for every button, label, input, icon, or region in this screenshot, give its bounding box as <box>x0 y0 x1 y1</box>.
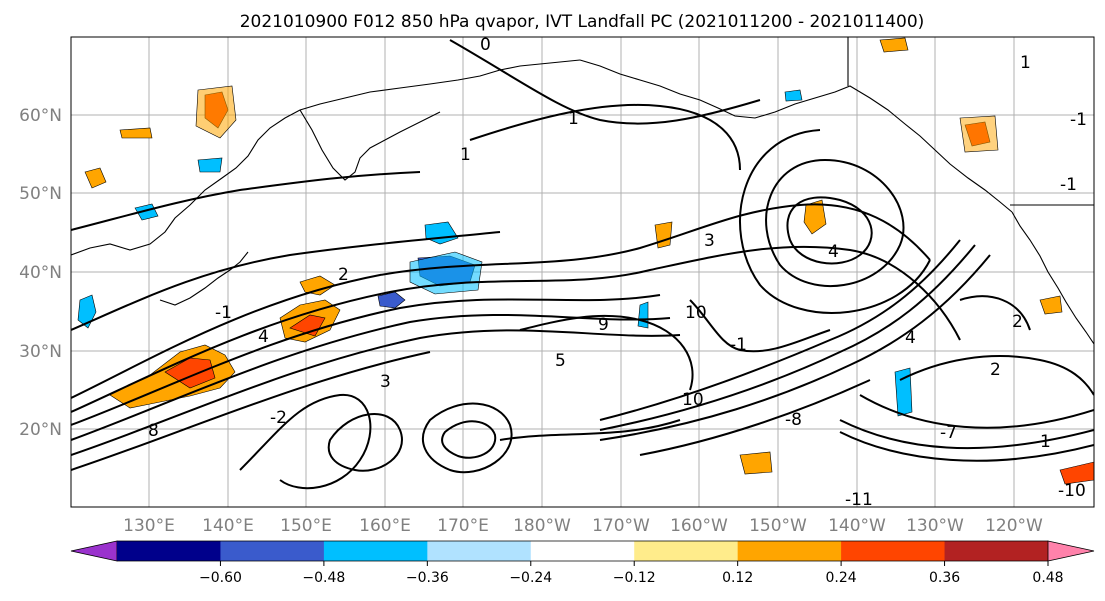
contour-label: -1 <box>730 335 747 355</box>
latitude-labels: 60°N 50°N 40°N 30°N 20°N <box>19 106 62 440</box>
contour-label: -1 <box>1060 175 1077 195</box>
contour-label: -11 <box>845 490 873 510</box>
lon-label: 160°W <box>670 516 728 536</box>
colorbar: −0.60 −0.48 −0.36 −0.24 −0.12 0.12 0.24 0.36 0.4… <box>70 540 1095 586</box>
lon-label: 130°W <box>906 516 964 536</box>
contour-label: 4 <box>258 327 269 347</box>
colorbar-extend-low <box>70 540 118 562</box>
lon-label: 150°W <box>749 516 807 536</box>
lat-label: 20°N <box>19 420 62 440</box>
colorbar-segment <box>117 541 221 561</box>
colorbar-tick-label: 0.24 <box>826 570 857 586</box>
contour-label: 9 <box>598 315 609 335</box>
contour-label: 8 <box>148 421 159 441</box>
lon-label: 180°W <box>513 516 571 536</box>
coastlines <box>71 37 1094 345</box>
colorbar-frame <box>117 540 1048 562</box>
map-panel: 0 1 1 1 -1 2 3 4 4 4 2 2 9 10 10 -1 -8 -… <box>70 35 1095 510</box>
map-frame <box>70 36 1095 508</box>
contour-label: 3 <box>380 372 391 392</box>
contour-label: -2 <box>270 408 287 428</box>
qvapor-anomaly-fill <box>77 37 1094 485</box>
lon-label: 120°W <box>985 516 1043 536</box>
figure-title: 2021010900 F012 850 hPa qvapor, IVT Land… <box>240 12 925 32</box>
contour-label: 1 <box>460 145 471 165</box>
colorbar-tick-label: 0.12 <box>722 570 753 586</box>
colorbar-segment <box>323 541 428 561</box>
contour-label: 4 <box>828 242 839 262</box>
colorbar-segment <box>427 541 532 561</box>
longitude-labels: 130°E 140°E 150°E 160°E 170°E 180°W 170°… <box>123 516 1043 536</box>
lon-label: 160°E <box>359 516 411 536</box>
coastline-asia <box>71 59 581 256</box>
contour-label: 3 <box>704 231 715 251</box>
contour-label: 1 <box>1020 53 1031 73</box>
contour-label: 2 <box>1012 312 1023 332</box>
lat-label: 50°N <box>19 184 62 204</box>
lon-label: 130°E <box>123 516 175 536</box>
colorbar-segment <box>220 541 325 561</box>
contour-label: 10 <box>682 390 704 410</box>
colorbar-tick-label: −0.60 <box>199 570 242 586</box>
lat-label: 60°N <box>19 106 62 126</box>
contour-label: 1 <box>568 109 579 129</box>
coastline-japan <box>159 251 249 306</box>
contour-label: 2 <box>990 360 1001 380</box>
colorbar-tick-label: 0.48 <box>1032 570 1063 586</box>
colorbar-tick-label: −0.48 <box>302 570 345 586</box>
colorbar-tick-label: 0.36 <box>929 570 960 586</box>
lon-label: 150°E <box>280 516 332 536</box>
colorbar-extend-high <box>1047 540 1095 562</box>
contour-label: -1 <box>215 303 232 323</box>
colorbar-segment <box>841 541 946 561</box>
coastline-kamchatka <box>299 109 441 181</box>
colorbar-segment <box>944 541 1049 561</box>
colorbar-segment <box>634 541 739 561</box>
colorbar-tick-label: −0.12 <box>613 570 656 586</box>
contour-label: -8 <box>785 410 802 430</box>
contour-label: 5 <box>555 351 566 371</box>
contour-label: 0 <box>480 35 491 55</box>
contour-label: 4 <box>905 328 916 348</box>
lat-label: 40°N <box>19 263 62 283</box>
contour-label: -7 <box>940 423 957 443</box>
lat-label: 30°N <box>19 342 62 362</box>
lon-label: 140°E <box>202 516 254 536</box>
coastline-north-america <box>1011 211 1094 345</box>
colorbar-segment <box>530 541 635 561</box>
lon-label: 140°W <box>828 516 886 536</box>
contour-label: 1 <box>1040 432 1051 452</box>
colorbar-tick-label: −0.36 <box>406 570 449 586</box>
contour-label: 10 <box>685 303 707 323</box>
ivt-contours <box>71 39 1094 490</box>
contour-labels: 0 1 1 1 -1 2 3 4 4 4 2 2 9 10 10 -1 -8 -… <box>148 35 1087 510</box>
lon-label: 170°E <box>437 516 489 536</box>
contour-label: 2 <box>338 265 349 285</box>
coastline-alaska <box>579 59 1013 213</box>
colorbar-segment <box>737 541 842 561</box>
lon-label: 170°W <box>592 516 650 536</box>
contour-label: -1 <box>1070 110 1087 130</box>
contour-label: -10 <box>1058 481 1086 501</box>
colorbar-tick-label: −0.24 <box>509 570 552 586</box>
